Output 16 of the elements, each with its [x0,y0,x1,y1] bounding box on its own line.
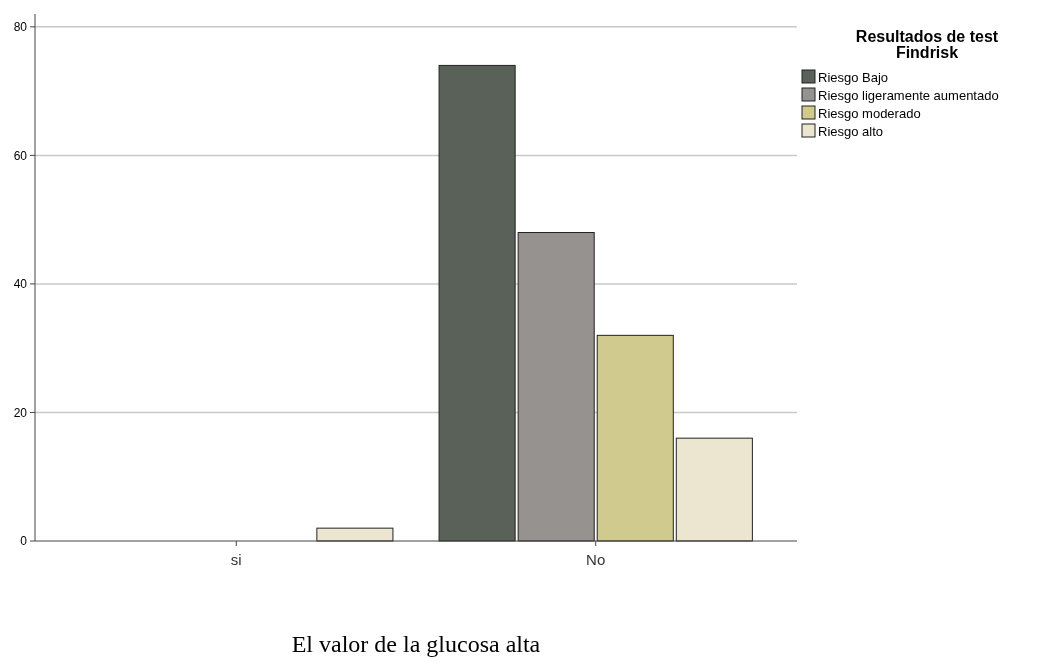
x-tick-label: si [230,551,242,568]
legend-label: Riesgo ligeramente aumentado [818,87,999,103]
legend-label: Riesgo Bajo [818,69,889,85]
y-tick-label: 40 [13,277,28,292]
legend-label: Riesgo alto [818,123,884,139]
y-tick-label: 0 [20,534,28,549]
x-axis-title: El valor de la glucosa alta [291,631,541,657]
y-tick-label: 60 [13,148,28,163]
legend-title: Resultados de test Findrisk [855,28,999,61]
y-tick-label: 80 [13,20,28,35]
x-tick-label: No [586,551,606,568]
y-tick-label: 20 [13,405,28,420]
bar [675,437,753,542]
bar [316,527,394,542]
legend-label: Riesgo moderado [818,105,921,121]
bar [596,334,674,542]
